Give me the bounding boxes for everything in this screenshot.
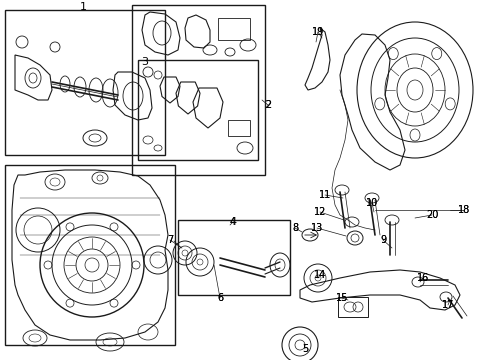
Bar xyxy=(178,220,290,295)
Text: 7: 7 xyxy=(167,235,173,245)
Text: 18: 18 xyxy=(458,205,470,215)
Text: 15: 15 xyxy=(336,293,348,303)
Text: 14: 14 xyxy=(314,270,326,280)
Text: 4: 4 xyxy=(230,217,236,227)
Text: 12: 12 xyxy=(314,207,326,217)
Text: 17: 17 xyxy=(442,300,454,310)
Text: 18: 18 xyxy=(458,205,470,215)
Text: 8: 8 xyxy=(292,223,298,233)
Bar xyxy=(138,60,258,160)
Text: 5: 5 xyxy=(302,344,308,354)
Text: 9: 9 xyxy=(380,235,386,245)
Text: 1: 1 xyxy=(79,2,87,12)
Text: 4: 4 xyxy=(229,217,237,227)
Text: 10: 10 xyxy=(366,198,378,208)
Bar xyxy=(5,10,165,155)
Text: 12: 12 xyxy=(314,207,326,217)
Text: 16: 16 xyxy=(417,273,429,283)
Bar xyxy=(132,5,265,175)
Text: 20: 20 xyxy=(426,210,438,220)
Bar xyxy=(228,120,250,136)
Text: 10: 10 xyxy=(366,198,378,208)
Text: 3: 3 xyxy=(142,57,148,67)
Text: 14: 14 xyxy=(314,270,326,280)
Text: 19: 19 xyxy=(312,27,324,37)
Text: 15: 15 xyxy=(336,293,348,303)
Text: 13: 13 xyxy=(311,223,323,233)
Text: 2: 2 xyxy=(265,100,271,110)
Text: 19: 19 xyxy=(312,27,324,37)
Text: 20: 20 xyxy=(426,210,438,220)
Text: 11: 11 xyxy=(319,190,331,200)
Text: 6: 6 xyxy=(217,293,223,303)
Bar xyxy=(5,165,175,345)
Text: 17: 17 xyxy=(442,300,454,310)
Bar xyxy=(218,18,250,40)
Text: 11: 11 xyxy=(319,190,331,200)
Text: 7: 7 xyxy=(167,235,173,245)
Text: 9: 9 xyxy=(380,235,386,245)
Text: 16: 16 xyxy=(417,273,429,283)
Text: 6: 6 xyxy=(217,293,223,303)
Text: 8: 8 xyxy=(292,223,298,233)
Text: 5: 5 xyxy=(302,344,308,354)
Text: 13: 13 xyxy=(311,223,323,233)
Text: 2: 2 xyxy=(265,100,271,110)
Bar xyxy=(338,297,368,317)
